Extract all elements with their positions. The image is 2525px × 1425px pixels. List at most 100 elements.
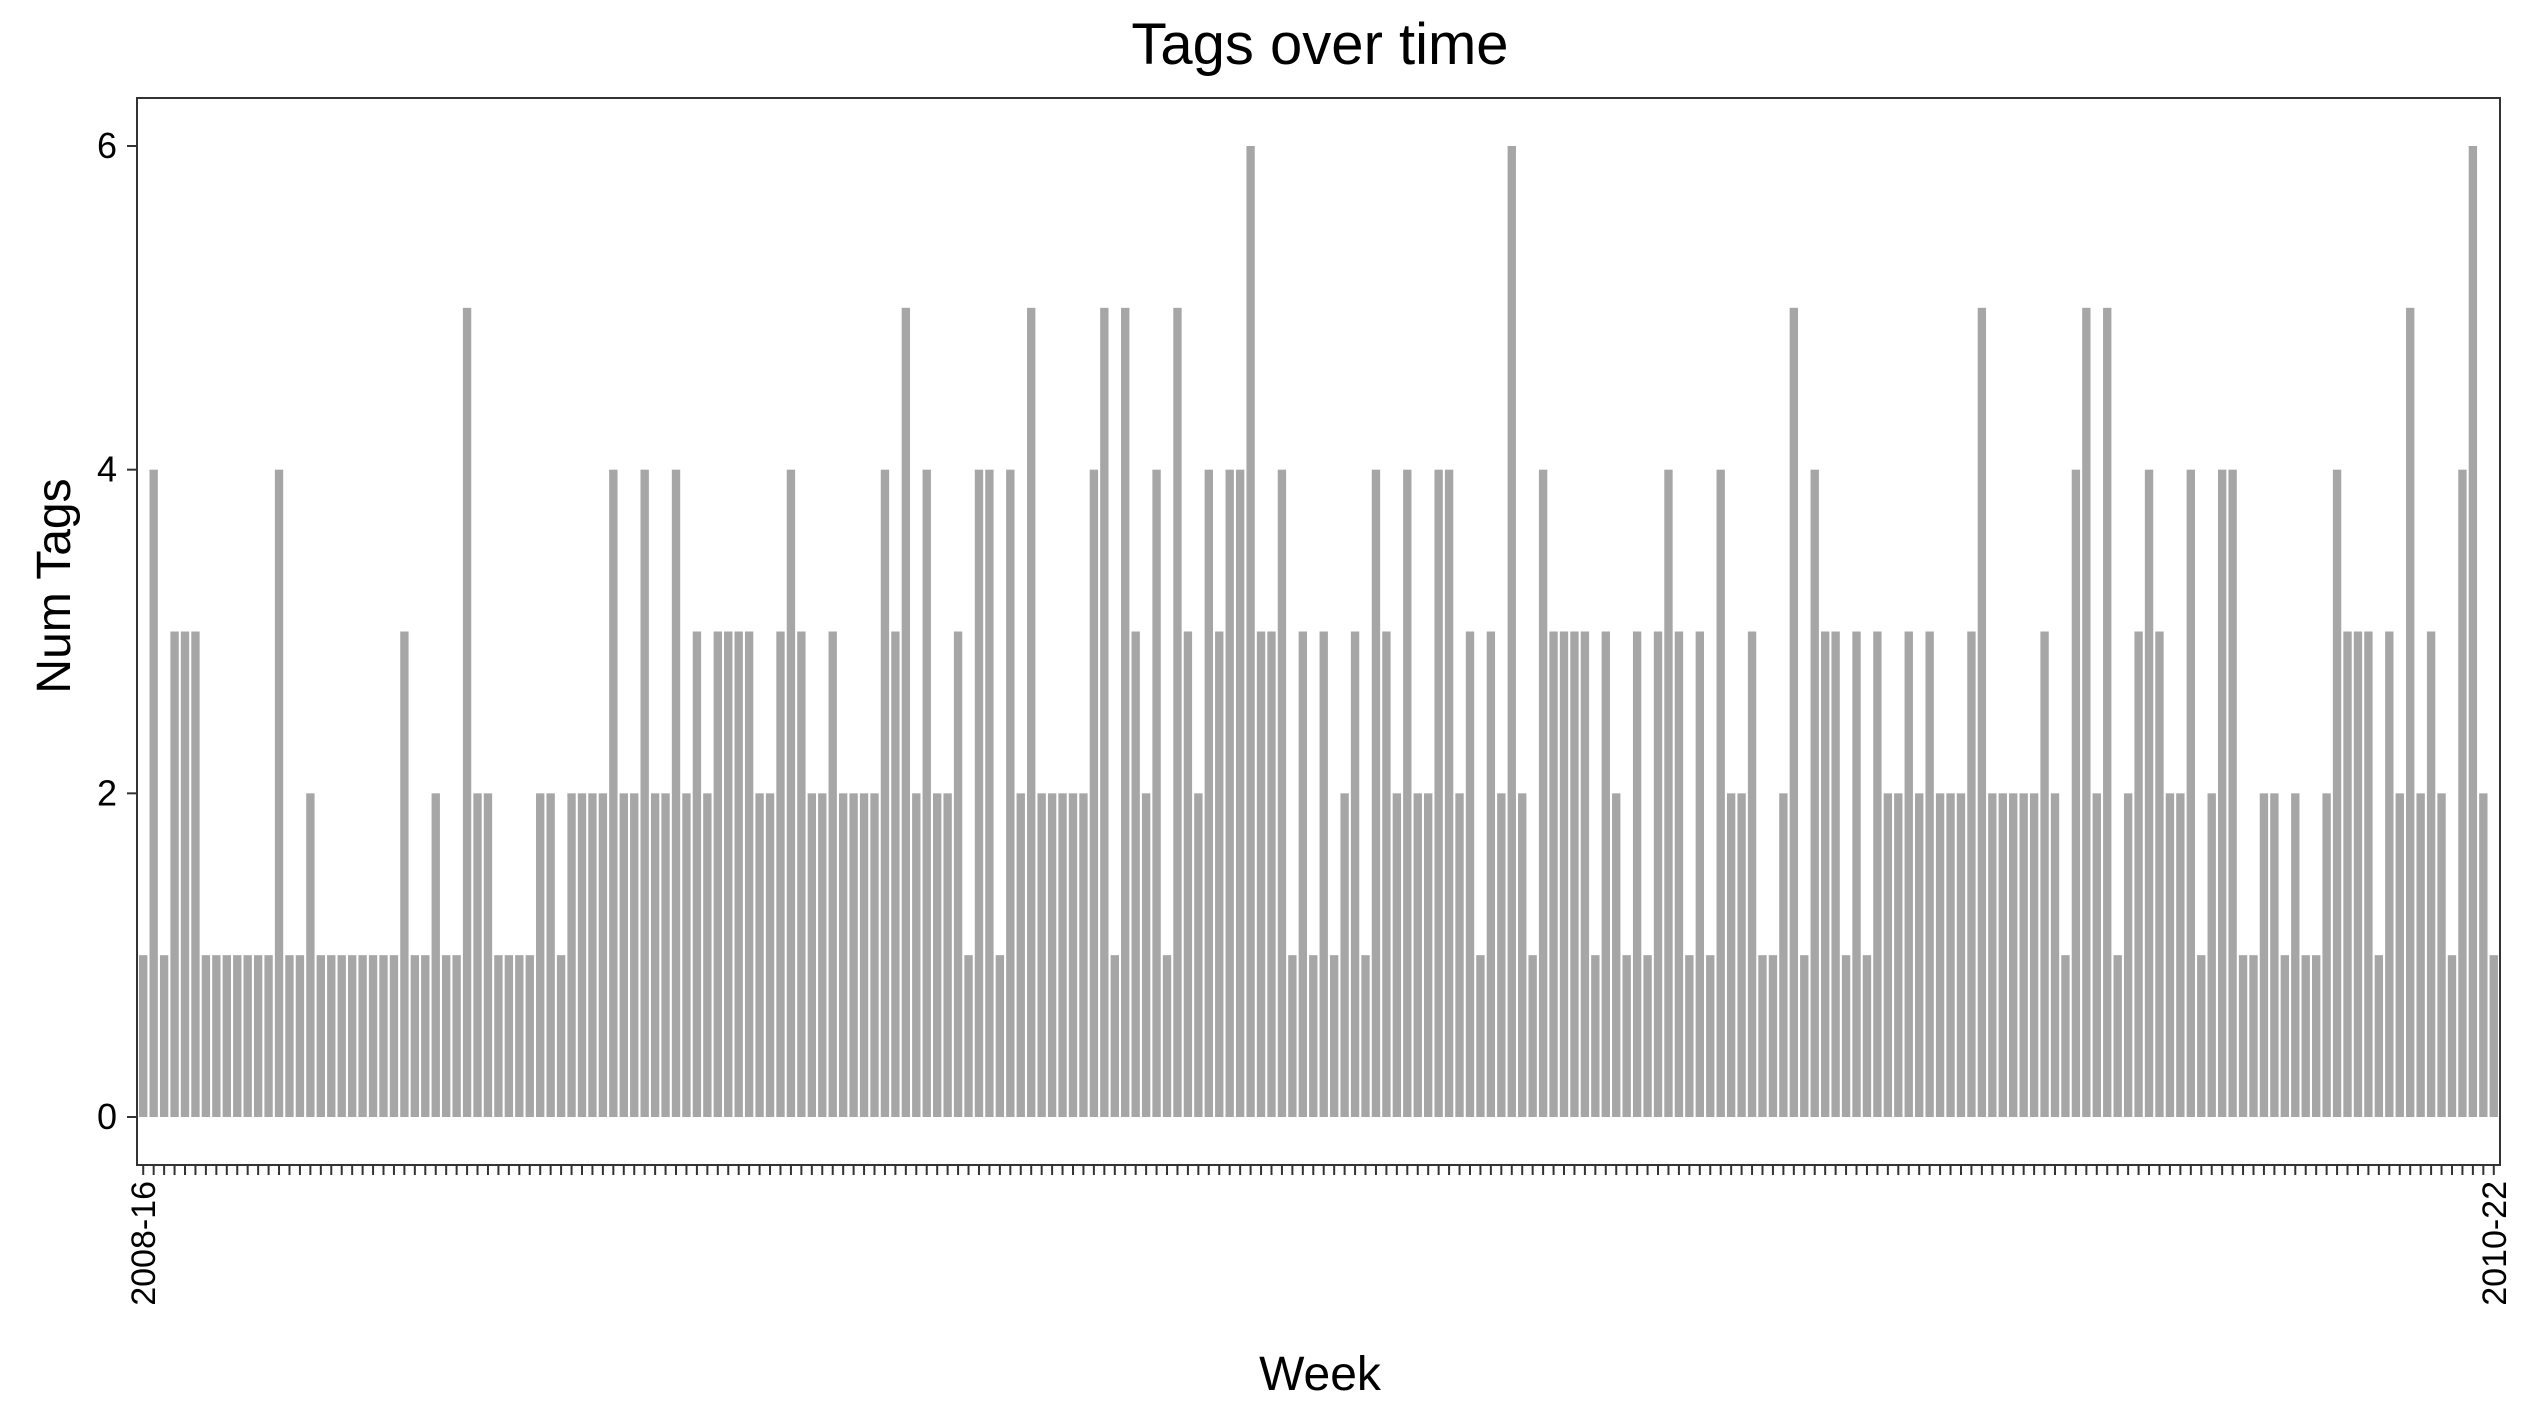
bar [692,631,702,1117]
bar [776,631,785,1117]
bar [139,955,148,1117]
bar [1497,793,1506,1117]
x-axis: 2008-16 2010-22 [125,1165,2514,1306]
y-tick-label: 4 [97,449,117,490]
bar [2176,793,2185,1117]
bar [1298,631,1308,1117]
chart-title: Tags over time [1131,12,1508,77]
bar [170,631,179,1117]
bar [212,955,221,1117]
bar [1601,631,1610,1117]
bar [2301,955,2310,1117]
bar [1538,469,1548,1117]
bar [1549,631,1558,1117]
bar [243,955,252,1117]
bar [567,793,576,1117]
bar [1016,793,1025,1117]
bar [1695,631,1704,1117]
bar [1110,955,1119,1117]
bar [1215,631,1224,1117]
bar [2364,631,2373,1117]
plot-panel-border [136,97,2501,1166]
bar [1747,631,1757,1117]
bar [1643,955,1652,1117]
bar [1089,469,1099,1117]
bar [452,955,461,1117]
bar [1006,469,1015,1117]
bar [1371,469,1381,1117]
bar [1591,955,1600,1117]
bar [661,793,670,1117]
bar [1768,955,1778,1117]
y-tick-label: 2 [97,772,117,813]
bar [1340,793,1349,1117]
bar [2489,955,2498,1117]
bar [253,955,263,1117]
bar [650,793,660,1117]
bar [609,469,618,1117]
bar [400,631,409,1117]
bar [379,955,388,1117]
bar [1277,469,1287,1117]
bar [2395,793,2404,1117]
bar [2479,793,2488,1117]
bar [765,793,775,1117]
bar [1977,307,1987,1118]
bar [1309,955,1318,1117]
bar [494,955,503,1117]
bar [640,469,649,1117]
bar [2270,793,2279,1117]
bar [1173,307,1182,1118]
bar [2374,955,2384,1117]
bar [2217,469,2227,1117]
bar [828,631,837,1117]
bar [1883,793,1893,1117]
bar [734,631,743,1117]
bar [1121,307,1130,1118]
bar [442,955,451,1117]
bar [1507,146,1516,1117]
bar [1800,955,1809,1117]
bar [1392,793,1402,1117]
bar [1465,631,1475,1117]
bar [1685,955,1694,1117]
bar [2416,793,2425,1117]
bar [1162,955,1172,1117]
bar [2113,955,2122,1117]
bar [264,955,273,1117]
bar [1403,469,1412,1117]
bar [1706,955,1715,1117]
bar [577,793,587,1117]
bar [2228,469,2237,1117]
bar [2071,469,2081,1117]
bar [1152,469,1161,1117]
bar [953,631,963,1117]
bar [1894,793,1903,1117]
bar [536,793,545,1117]
bar [2019,793,2028,1117]
bar [2322,793,2331,1117]
bar [1225,469,1234,1117]
bar [985,469,994,1117]
bar [515,955,524,1117]
bar [1361,955,1370,1117]
bar [1518,793,1527,1117]
bar [1559,631,1569,1117]
bar [1424,793,1433,1117]
bar [1956,793,1966,1117]
bar [2155,631,2164,1117]
bar [233,955,242,1117]
bar [1235,469,1245,1117]
bar [2103,307,2112,1118]
bar [2082,307,2091,1118]
bar [891,631,900,1117]
bar [2165,793,2175,1117]
bar [1319,631,1328,1117]
bar [1528,955,1537,1117]
bar [1737,793,1746,1117]
bar [671,469,681,1117]
bar [2259,793,2269,1117]
bar [1267,631,1276,1117]
bar [2385,631,2394,1117]
bar [933,793,942,1117]
